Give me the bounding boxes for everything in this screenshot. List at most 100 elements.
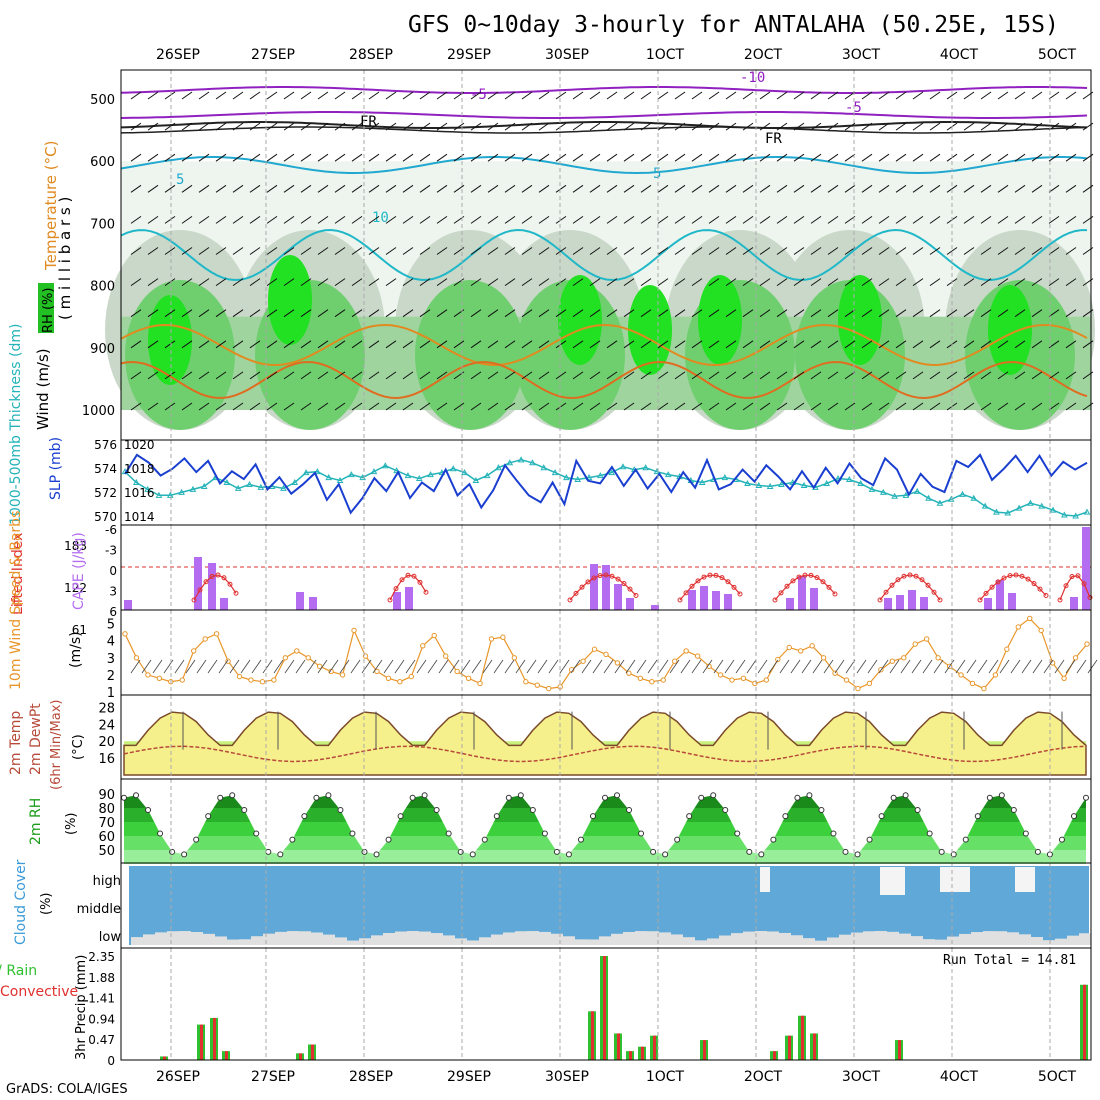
wind-speed-marker	[809, 643, 815, 649]
wind-barb	[555, 371, 567, 380]
lifted-marker	[1087, 594, 1093, 600]
surface-wind-barb	[746, 659, 757, 674]
wind-barb	[980, 309, 992, 318]
wind-barb	[946, 309, 958, 318]
wind-barb	[300, 91, 312, 100]
wind-barb	[283, 91, 295, 100]
wind-speed-marker	[660, 677, 666, 683]
cloud-low-bar	[767, 931, 779, 945]
wind-barb	[980, 402, 992, 411]
wind-barb	[844, 340, 856, 349]
wind-barb	[283, 122, 295, 131]
wind-barb	[657, 402, 669, 411]
cloud-low-bar	[287, 931, 299, 945]
wind-barb	[130, 371, 142, 380]
wind-barb	[691, 153, 703, 162]
wind-barb	[793, 340, 805, 349]
wind-barb	[963, 91, 975, 100]
lifted-tick: -6	[105, 523, 117, 537]
wind-barb	[725, 122, 737, 131]
cloud-low-bar	[1031, 937, 1043, 945]
wind-barb	[266, 278, 278, 287]
wind-barb	[640, 247, 652, 255]
wind-barb	[334, 153, 346, 162]
surface-wind-barb	[1043, 659, 1054, 674]
wind-barb	[606, 278, 618, 287]
wind-speed-marker	[523, 679, 529, 685]
date-label-bottom: 4OCT	[940, 1069, 979, 1085]
thickness-tick: 574	[94, 462, 117, 476]
contour-freezing-2	[120, 126, 1088, 134]
surface-wind-barb	[669, 659, 680, 674]
wind-speed-marker	[580, 658, 586, 664]
wind-barb	[759, 247, 771, 255]
wind-barb	[487, 91, 499, 100]
wind-speed-marker	[431, 632, 437, 639]
wind-barb	[470, 247, 482, 255]
rh-marker	[758, 851, 765, 858]
wind-barb	[300, 278, 312, 287]
surface-wind-barb	[1065, 659, 1076, 674]
cloud-low-bar	[335, 937, 347, 945]
cloud-low-bar	[431, 933, 443, 945]
wind-barb	[504, 215, 516, 224]
lifted-marker	[1037, 586, 1043, 592]
wind-barb	[1065, 340, 1077, 349]
wind-speed-marker	[912, 641, 918, 647]
cloud-low-bar	[515, 931, 527, 945]
rh-marker	[445, 830, 452, 837]
rh-tick: 50	[98, 844, 115, 859]
wind-barb	[334, 371, 346, 380]
surface-wind-barb	[405, 659, 416, 674]
wind-barb	[266, 371, 278, 380]
lifted-marker	[387, 597, 393, 603]
surface-wind-barb	[581, 659, 592, 674]
cloud-low-bar	[731, 933, 743, 945]
lifted-tick: 3	[109, 585, 117, 599]
wind-barb	[266, 153, 278, 162]
wind-barb	[572, 91, 584, 100]
wind-barb	[861, 247, 873, 255]
wind-barb	[402, 153, 414, 162]
wind-barb	[861, 122, 873, 131]
wind-barb	[555, 122, 567, 131]
wind-tick: 2	[107, 669, 115, 684]
cloud-low-bar	[551, 933, 563, 945]
surface-wind-barb	[207, 659, 218, 674]
surface-wind-barb	[702, 659, 713, 674]
lifted-marker	[615, 576, 621, 582]
wind-barb	[1048, 278, 1060, 287]
wind-barb	[283, 247, 295, 255]
wind-barb	[572, 215, 584, 224]
wind-barb	[555, 278, 567, 287]
wind-barb	[793, 215, 805, 224]
wind-barb	[215, 402, 227, 411]
cloud-high-bar	[1015, 867, 1035, 892]
wind-speed-marker	[259, 679, 266, 685]
cape-bar	[309, 597, 317, 610]
wind-barb	[1031, 340, 1043, 349]
lifted-marker	[695, 578, 701, 584]
wind-barb	[402, 402, 414, 411]
rh-marker	[950, 851, 957, 858]
rh-band-90	[268, 255, 312, 345]
surface-wind-barb	[284, 659, 295, 674]
rh-tick: 60	[98, 830, 115, 845]
rh-marker	[373, 851, 380, 858]
temp-tick: 16	[98, 752, 115, 767]
wind-barb	[198, 122, 210, 131]
wind-barb	[283, 402, 295, 411]
cloud-high-bar	[940, 867, 970, 892]
wind-barb	[793, 122, 805, 131]
rh-marker	[397, 813, 404, 820]
wind-barb	[759, 215, 771, 224]
surface-wind-barb	[1054, 659, 1065, 674]
wind-speed-marker	[763, 677, 770, 683]
cloud-level-label: middle	[77, 902, 121, 917]
wind-barb	[844, 309, 856, 318]
ylabel-dewpt: 2m DewPt	[28, 703, 44, 775]
wind-barb	[487, 402, 499, 411]
wind-barb	[402, 278, 414, 287]
wind-barb	[402, 309, 414, 318]
